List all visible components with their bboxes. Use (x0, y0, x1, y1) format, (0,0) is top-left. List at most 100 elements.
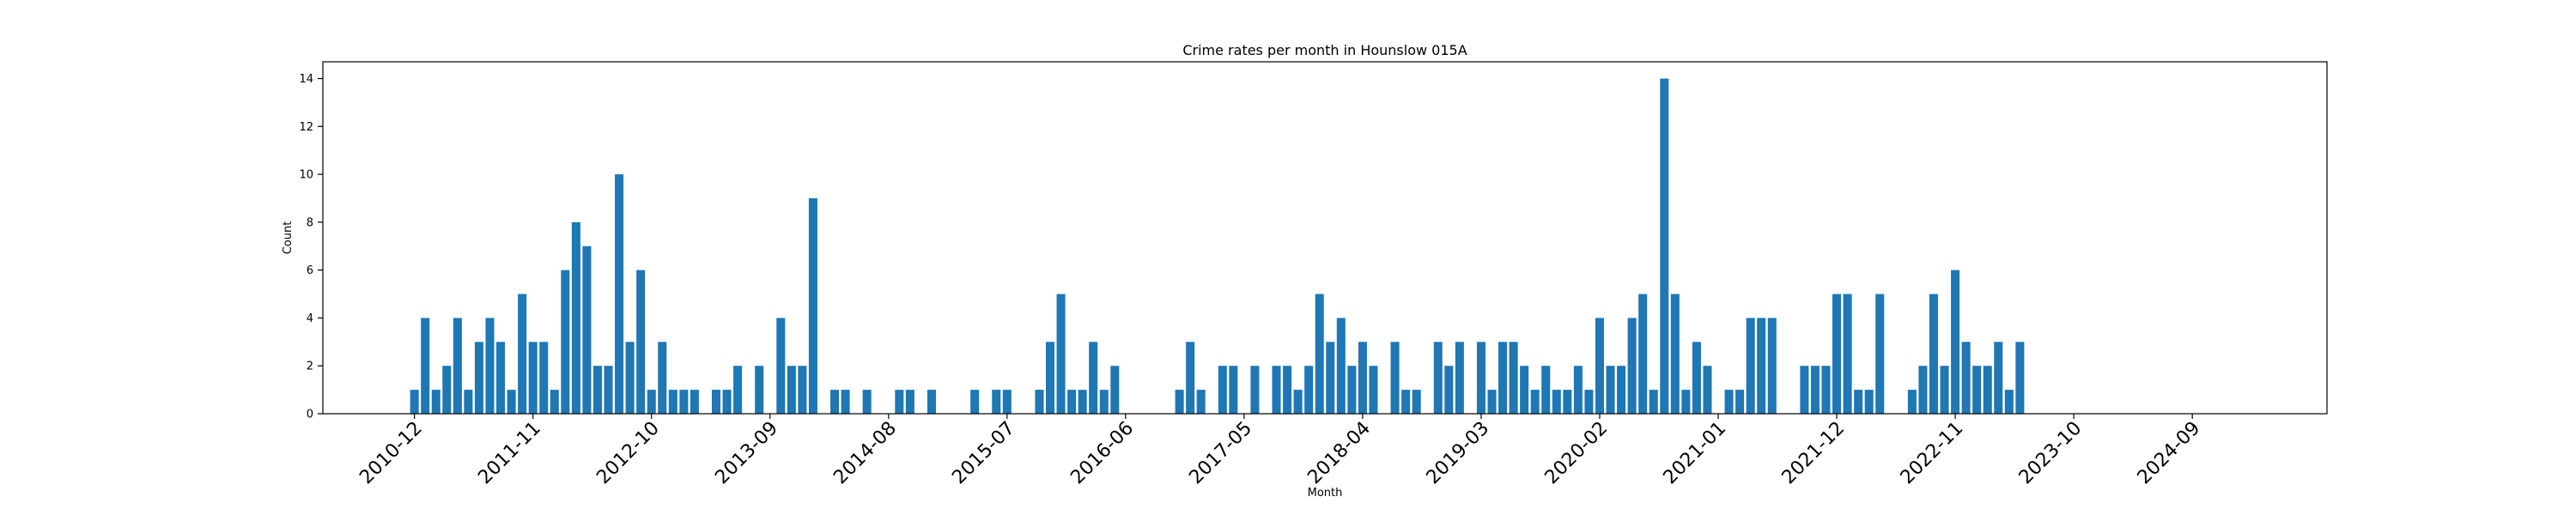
bar-2019-12 (1573, 366, 1583, 414)
bar-2017-10 (1293, 390, 1303, 414)
bar-2012-05 (592, 366, 602, 414)
bar-2022-10 (1940, 366, 1949, 414)
bar-2014-01 (808, 197, 817, 414)
bar-2012-10 (647, 390, 656, 414)
bar-2023-04 (2004, 390, 2014, 414)
bar-2010-12 (410, 390, 419, 414)
bar-2022-03 (1864, 390, 1874, 414)
bar-2012-06 (604, 366, 613, 414)
bar-2017-06 (1250, 366, 1260, 414)
bar-2012-01 (550, 390, 559, 414)
bar-2023-05 (2015, 342, 2025, 414)
bar-2018-07 (1390, 342, 1400, 414)
bar-2019-11 (1563, 390, 1572, 414)
bars-layer (410, 78, 2025, 415)
bar-2011-06 (474, 342, 483, 414)
y-tick-label: 14 (299, 73, 313, 86)
bar-2020-01 (1584, 390, 1594, 414)
bar-2018-08 (1401, 390, 1411, 414)
bar-2018-09 (1412, 390, 1421, 414)
bar-2012-12 (668, 390, 677, 414)
y-tick-label: 12 (299, 121, 313, 134)
bar-2017-11 (1304, 366, 1314, 414)
bar-2012-09 (636, 270, 646, 414)
bar-2020-07 (1649, 390, 1658, 414)
bar-2020-10 (1681, 390, 1691, 414)
bar-2012-08 (625, 342, 635, 414)
bar-2011-01 (421, 318, 430, 414)
bar-2012-04 (582, 245, 592, 414)
bar-2011-12 (539, 342, 549, 414)
bar-2019-03 (1476, 342, 1485, 414)
bar-2020-02 (1595, 318, 1604, 414)
bar-2022-02 (1854, 390, 1863, 414)
bar-2022-07 (1907, 390, 1917, 414)
bar-2013-01 (679, 390, 689, 414)
bar-2013-11 (787, 366, 796, 414)
bar-2021-03 (1735, 390, 1745, 414)
bar-2011-02 (431, 390, 440, 414)
bar-2023-02 (1983, 366, 1992, 414)
bar-2014-06 (862, 390, 872, 414)
bar-2013-02 (690, 390, 699, 414)
bar-2012-03 (571, 221, 580, 414)
plot-frame (322, 61, 2328, 415)
bar-2018-12 (1444, 366, 1454, 414)
y-tick-label: 10 (299, 169, 313, 182)
y-tick-label: 6 (307, 264, 313, 277)
bar-2015-04 (970, 390, 980, 414)
bar-2020-03 (1606, 366, 1615, 414)
bar-2018-01 (1326, 342, 1335, 414)
bar-2015-11 (1046, 342, 1055, 414)
bar-2019-05 (1498, 342, 1508, 414)
bar-2020-11 (1692, 342, 1701, 414)
bar-2011-05 (464, 390, 473, 414)
bar-2019-10 (1552, 390, 1561, 414)
bar-2014-09 (895, 390, 904, 414)
bar-2022-11 (1951, 270, 1960, 414)
bar-2014-03 (830, 390, 840, 414)
bar-2022-08 (1918, 366, 1928, 414)
bar-2015-12 (1056, 294, 1066, 414)
bar-2018-04 (1358, 342, 1367, 414)
bar-2018-02 (1336, 318, 1346, 414)
bar-2013-08 (755, 366, 764, 414)
bar-2016-02 (1078, 390, 1087, 414)
bar-2021-11 (1821, 366, 1831, 414)
bar-2015-10 (1035, 390, 1044, 414)
y-tick-label: 2 (307, 360, 313, 373)
bar-2014-12 (927, 390, 936, 414)
bar-2012-02 (561, 270, 570, 414)
bar-2013-10 (776, 318, 786, 414)
bar-2019-04 (1487, 390, 1497, 414)
bar-2015-07 (1002, 390, 1012, 414)
bar-2012-11 (658, 342, 667, 414)
bar-2012-07 (615, 174, 624, 414)
bar-2023-03 (1994, 342, 2003, 414)
bar-2019-08 (1530, 390, 1540, 414)
bar-2016-01 (1067, 390, 1077, 414)
bar-2011-10 (518, 294, 527, 414)
bar-2022-09 (1929, 294, 1938, 414)
bar-2011-04 (453, 318, 462, 414)
bar-2017-08 (1272, 366, 1281, 414)
bar-2020-09 (1670, 294, 1680, 414)
bar-2014-10 (905, 390, 914, 414)
bar-2016-11 (1175, 390, 1184, 414)
bar-2014-04 (841, 390, 850, 414)
bar-2011-09 (507, 390, 516, 414)
bar-2017-09 (1283, 366, 1292, 414)
bar-2017-01 (1196, 390, 1206, 414)
bar-2013-06 (733, 366, 743, 414)
y-axis: 0 2 4 6 8 10 12 14 (299, 73, 323, 421)
bar-2017-04 (1229, 366, 1238, 414)
bar-2019-01 (1455, 342, 1464, 414)
bar-2011-08 (496, 342, 506, 414)
bar-2017-03 (1218, 366, 1227, 414)
bar-2011-11 (528, 342, 538, 414)
bar-2015-06 (992, 390, 1001, 414)
bar-2019-06 (1509, 342, 1518, 414)
bar-2021-12 (1832, 294, 1842, 414)
